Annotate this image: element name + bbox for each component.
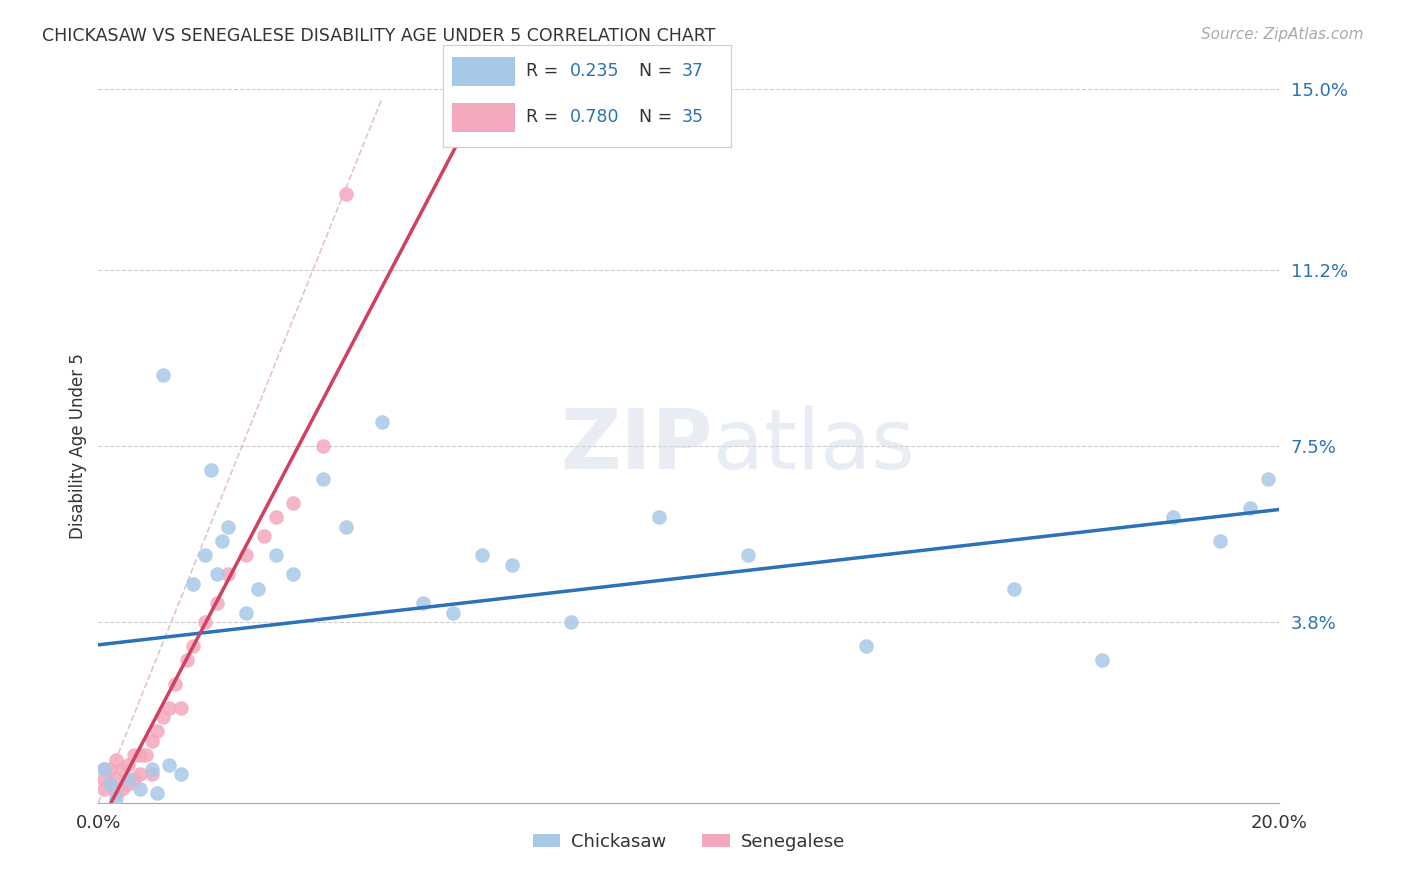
Point [105,791,128,805]
Point [146,786,169,800]
Point [93,781,115,796]
Point [217,567,239,582]
Text: 0.780: 0.780 [569,109,619,127]
Text: 35: 35 [682,109,704,127]
Point [128,767,150,781]
Point [170,700,193,714]
Point [98,777,121,791]
Point [176,653,198,667]
Point [235,549,257,563]
Legend: Chickasaw, Senegalese: Chickasaw, Senegalese [526,826,852,858]
Point [117,777,139,791]
Point [170,767,193,781]
Point [93,763,115,777]
FancyBboxPatch shape [451,103,515,132]
Point [152,710,174,724]
Point [335,520,357,534]
Text: N =: N = [638,62,678,80]
FancyBboxPatch shape [451,57,515,86]
Point [283,567,305,582]
Point [117,757,139,772]
Point [194,615,217,629]
Point [93,772,115,786]
Point [441,606,464,620]
Point [141,767,163,781]
Point [1257,472,1279,486]
Point [117,772,139,786]
Point [264,510,287,524]
Point [135,748,157,763]
Point [246,582,269,596]
Point [855,639,877,653]
Point [235,606,257,620]
Point [128,748,150,763]
Point [194,549,217,563]
Point [205,596,228,610]
Point [141,734,163,748]
Point [412,596,434,610]
Text: R =: R = [526,62,564,80]
Point [211,534,233,549]
Point [560,615,582,629]
Point [157,700,180,714]
Point [471,549,494,563]
Point [111,763,134,777]
Y-axis label: Disability Age Under 5: Disability Age Under 5 [69,353,87,539]
Point [335,186,357,201]
Point [146,724,169,739]
Point [181,577,204,591]
Text: 0.235: 0.235 [569,62,619,80]
Point [105,753,128,767]
Point [312,472,335,486]
Point [122,748,145,763]
Point [93,763,115,777]
Point [111,781,134,796]
Point [264,549,287,563]
Point [1002,582,1025,596]
Text: R =: R = [526,109,564,127]
Point [1091,653,1114,667]
Point [1239,500,1261,515]
Text: ZIP: ZIP [560,406,713,486]
Point [501,558,523,572]
Point [200,463,222,477]
Point [737,549,759,563]
Point [283,496,305,510]
Point [128,781,150,796]
Point [217,520,239,534]
Point [98,763,121,777]
Point [157,757,180,772]
Point [648,510,671,524]
Point [1209,534,1232,549]
Text: 37: 37 [682,62,704,80]
Point [205,567,228,582]
Point [253,529,276,543]
Point [105,772,128,786]
Point [1161,510,1184,524]
Text: Source: ZipAtlas.com: Source: ZipAtlas.com [1201,27,1364,42]
Point [122,772,145,786]
Text: N =: N = [638,109,678,127]
Point [312,439,335,453]
Point [371,415,394,429]
Text: CHICKASAW VS SENEGALESE DISABILITY AGE UNDER 5 CORRELATION CHART: CHICKASAW VS SENEGALESE DISABILITY AGE U… [42,27,716,45]
Text: atlas: atlas [713,406,914,486]
Point [181,639,204,653]
Point [98,777,121,791]
Point [165,677,187,691]
Point [152,368,174,382]
Point [141,763,163,777]
Point [105,786,128,800]
